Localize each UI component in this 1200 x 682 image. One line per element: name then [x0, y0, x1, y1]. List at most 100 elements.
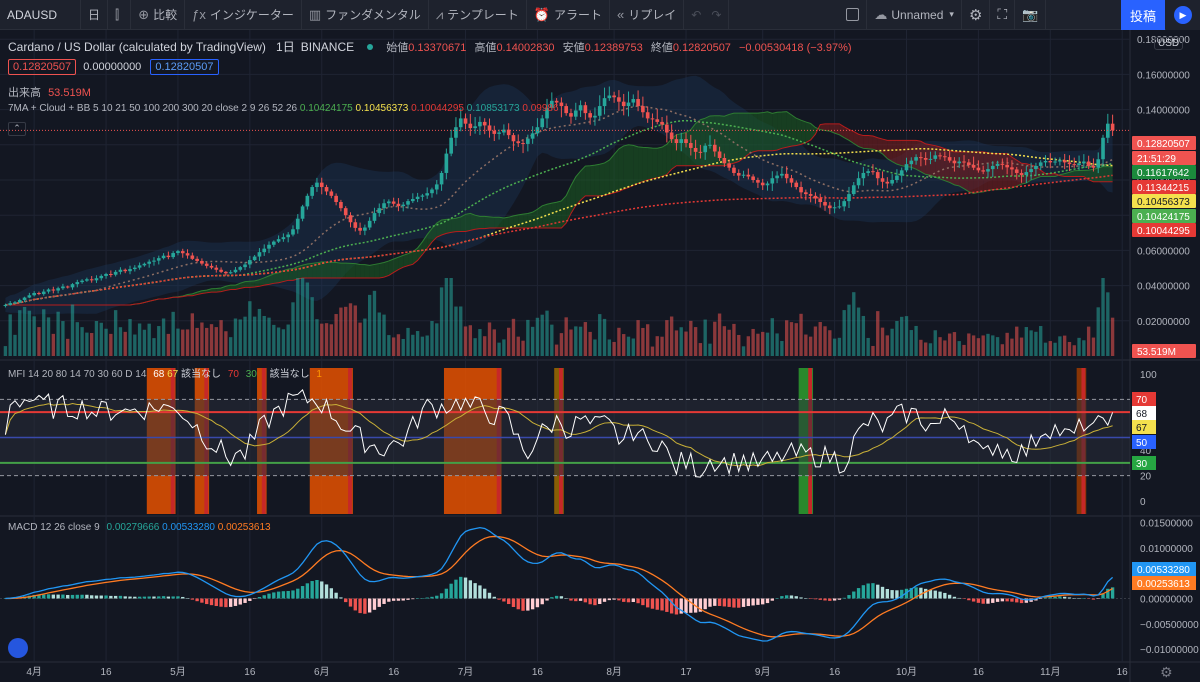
volume-bar [756, 333, 760, 356]
volume-bar [631, 338, 635, 356]
candle-body [573, 110, 578, 117]
candle-body [468, 123, 473, 129]
ichimoku-cloud-segment [1026, 163, 1032, 184]
ichimoku-cloud-segment [355, 263, 361, 279]
volume-bar [252, 316, 257, 356]
candle-body [32, 292, 36, 296]
bid-box[interactable]: 0.12820507 [8, 59, 77, 75]
macd-histogram-bar [224, 598, 228, 608]
candle-type-icon: ⫿ [115, 6, 120, 22]
collapse-legend-button[interactable]: ⌃ [8, 122, 26, 136]
mfi-label-text: 67 [1136, 423, 1148, 434]
ichimoku-cloud-segment [700, 118, 706, 166]
volume-bar [770, 318, 774, 356]
interval-button[interactable]: 日 [81, 0, 109, 30]
macd-histogram-bar [276, 591, 281, 599]
compare-label: 比較 [153, 8, 178, 22]
candle-body [367, 220, 372, 228]
macd-histogram-bar [104, 595, 108, 599]
undo-redo[interactable]: ↶ ↷ [684, 0, 730, 30]
ichimoku-cloud-segment [781, 111, 787, 149]
post-button[interactable]: 投稿 [1121, 0, 1165, 30]
symbol-search[interactable]: ADAUSD [0, 0, 81, 30]
macd-label-box [1132, 562, 1196, 576]
ichimoku-cloud-segment [230, 285, 236, 290]
mfi-tick-label: 20 [1140, 472, 1152, 483]
candle-body [3, 304, 8, 306]
settings-button[interactable]: ⚙ [962, 0, 991, 30]
legend-title: Cardano / US Dollar (calculated by Tradi… [8, 40, 266, 54]
macd-histogram-bar [454, 579, 458, 599]
macd-histogram-bar [995, 598, 1000, 602]
ichimoku-cloud-segment [1007, 153, 1012, 190]
macd-histogram-bar [794, 596, 798, 599]
volume-bar [641, 327, 645, 356]
volume-bar [185, 329, 190, 356]
layout-button[interactable]: ☁ Unnamed ▾ [867, 0, 962, 30]
macd-histogram-bar [698, 598, 703, 612]
indicators-button[interactable]: ƒx インジケーター [185, 0, 302, 30]
macd-histogram-bar [46, 594, 51, 599]
ichimoku-cloud-segment [585, 165, 591, 196]
price-label-text: 0.12820507 [1137, 139, 1190, 150]
candle-body [1096, 159, 1101, 168]
replay-button[interactable]: «リプレイ [610, 0, 685, 30]
mfi-tick-label: 0 [1140, 497, 1146, 508]
volume-bar [703, 319, 707, 356]
fundamentals-button[interactable]: ▥ ファンダメンタル [302, 0, 429, 30]
redo-icon[interactable]: ↷ [711, 7, 722, 22]
macd-histogram-bar [147, 596, 151, 599]
macd-histogram-bar [947, 594, 952, 599]
undo-icon[interactable]: ↶ [691, 7, 702, 22]
volume-bar [952, 332, 957, 356]
volume-bar [708, 343, 712, 356]
chart-type-button[interactable]: ⫿ [108, 0, 132, 30]
replay-label: リプレイ [628, 8, 677, 22]
macd-histogram-bar [660, 598, 664, 611]
macd-histogram-bar [315, 579, 319, 599]
macd-histogram-bar [377, 598, 381, 607]
expand-button[interactable]: ⛶ [990, 0, 1016, 30]
ichimoku-cloud-segment [523, 213, 528, 228]
volume-bar [765, 332, 770, 356]
volume-bar [248, 301, 252, 356]
templates-button[interactable]: ⩘ テンプレート [429, 0, 527, 30]
candle-body [75, 282, 80, 285]
low-value: 0.12389753 [584, 42, 643, 54]
mfi-label-text: 50 [1136, 438, 1148, 449]
macd-histogram-bar [109, 595, 113, 599]
macd-histogram-bar [190, 598, 195, 600]
candle-body [794, 182, 799, 188]
ichimoku-cloud-segment [321, 261, 327, 279]
ask-box[interactable]: 0.12820507 [150, 59, 219, 75]
candle-body [99, 275, 104, 279]
ichimoku-cloud-segment [245, 281, 250, 288]
candle-body [995, 163, 1000, 166]
candle-body [871, 171, 875, 173]
mfi-na-2: 該当なし [269, 369, 310, 380]
ichimoku-cloud-segment [408, 251, 413, 266]
fullscreen-layout-button[interactable] [839, 0, 868, 30]
volume-bar [406, 327, 410, 356]
macd-histogram-bar [900, 589, 904, 599]
alert-button[interactable]: ⏰ アラート [527, 0, 610, 30]
candle-body [1091, 165, 1096, 168]
macd-histogram-bar [1077, 598, 1081, 599]
snapshot-button[interactable]: 📷 [1015, 0, 1047, 30]
candle-body [291, 229, 295, 235]
compare-button[interactable]: ⊕ 比較 [131, 0, 186, 30]
price-label-box [1132, 209, 1196, 223]
settings-corner-button[interactable]: ⚙ [1160, 664, 1173, 681]
volume-bar [516, 336, 520, 356]
ind-value-5: 0.09986 [522, 103, 559, 114]
candle-body [890, 180, 894, 184]
chart-svg[interactable]: 0.180000000.160000000.140000000.12000000… [0, 30, 1200, 682]
volume-bar [674, 330, 679, 356]
macd-histogram-bar [722, 598, 727, 607]
ichimoku-cloud-segment [264, 275, 270, 286]
volume-bar [70, 304, 75, 356]
ichimoku-cloud-segment [642, 147, 648, 182]
candle-body [712, 144, 717, 152]
volume-bar [530, 326, 535, 356]
publish-play-button[interactable]: ▶ [1166, 0, 1200, 30]
